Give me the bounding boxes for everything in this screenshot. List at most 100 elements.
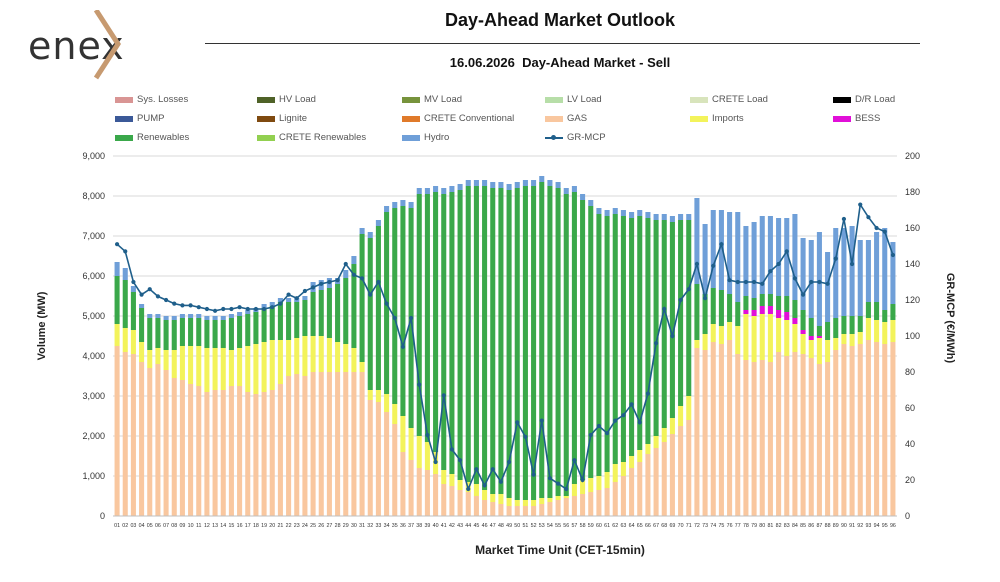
gr-mcp-point — [653, 341, 659, 346]
bar-renewables — [833, 318, 839, 338]
bar-renewables — [400, 206, 406, 416]
bar-hydro — [539, 176, 545, 182]
bar-renewables — [449, 192, 455, 474]
bar-renewables — [228, 318, 234, 350]
bar-hydro — [865, 240, 871, 302]
gr-mcp-point — [833, 256, 838, 261]
x-tick-label: 74 — [710, 523, 716, 529]
bar-imports — [498, 494, 504, 504]
gr-mcp-point — [629, 402, 634, 407]
bar-imports — [849, 334, 855, 346]
bar-gas — [204, 392, 210, 516]
bar-gas — [694, 348, 700, 516]
bar-imports — [767, 314, 773, 362]
bar-hydro — [441, 188, 447, 194]
bar-hydro — [694, 198, 700, 284]
bar-gas — [310, 372, 316, 516]
y-tick-label: 4,000 — [82, 351, 105, 361]
gr-mcp-point — [555, 481, 561, 486]
bar-imports — [171, 350, 177, 378]
gr-mcp-point — [490, 467, 495, 472]
bar-gas — [751, 362, 757, 516]
y2-tick-label: 40 — [905, 439, 915, 449]
bar-renewables — [375, 226, 381, 390]
gr-mcp-point — [523, 434, 528, 439]
gr-mcp-point — [678, 297, 683, 303]
bar-hydro — [433, 186, 439, 192]
x-tick-label: 52 — [531, 523, 537, 529]
bar-renewables — [277, 302, 283, 340]
bar-hydro — [571, 186, 577, 192]
bar-renewables — [767, 294, 773, 306]
bar-imports — [522, 500, 528, 506]
bar-imports — [882, 322, 888, 344]
bar-renewables — [147, 318, 153, 350]
gr-mcp-point — [286, 292, 291, 297]
bar-hydro — [596, 208, 602, 214]
bar-hydro — [114, 262, 120, 276]
x-tick-label: 54 — [547, 523, 553, 529]
bar-hydro — [228, 314, 234, 318]
bar-hydro — [825, 252, 831, 322]
y-tick-label: 1,000 — [82, 471, 105, 481]
bar-imports — [514, 500, 520, 506]
bar-imports — [351, 348, 357, 372]
bar-renewables — [188, 318, 194, 346]
bar-gas — [735, 354, 741, 516]
bar-imports — [800, 334, 806, 354]
legend-item-imports: Imports — [690, 113, 744, 124]
legend-swatch — [545, 134, 563, 142]
bar-gas — [392, 424, 398, 516]
gr-mcp-point — [474, 467, 479, 472]
bar-renewables — [808, 318, 814, 336]
x-tick-label: 55 — [555, 523, 561, 529]
bar-hydro — [212, 316, 218, 320]
gr-mcp-point — [637, 420, 642, 425]
x-tick-label: 04 — [139, 523, 145, 529]
bar-imports — [808, 340, 814, 358]
bar-hydro — [367, 232, 373, 238]
bar-hydro — [563, 188, 569, 194]
gr-mcp-point — [449, 447, 455, 452]
y-axis-title: Volume (MW) — [36, 291, 48, 361]
bar-imports — [343, 344, 349, 372]
bar-imports — [620, 462, 626, 476]
bar-imports — [375, 390, 381, 402]
gr-mcp-point — [180, 303, 185, 308]
x-tick-label: 29 — [343, 523, 349, 529]
bar-gas — [277, 384, 283, 516]
gr-mcp-point — [711, 263, 716, 268]
bar-renewables — [130, 292, 136, 330]
legend-swatch — [257, 96, 275, 103]
bar-hydro — [130, 286, 136, 292]
gr-mcp-point — [596, 423, 602, 429]
bar-gas — [122, 352, 128, 516]
x-tick-label: 19 — [261, 523, 267, 529]
bar-renewables — [179, 318, 185, 346]
gr-mcp-point — [621, 413, 626, 418]
bar-renewables — [539, 182, 545, 498]
x-tick-label: 78 — [743, 523, 749, 529]
gr-mcp-point — [253, 306, 259, 312]
bar-renewables — [343, 278, 349, 344]
bar-gas — [718, 344, 724, 516]
bar-gas — [612, 482, 618, 516]
bar-gas — [776, 352, 782, 516]
bar-imports — [155, 348, 161, 364]
gr-mcp-point — [327, 279, 332, 285]
bar-imports — [865, 318, 871, 340]
legend-item-renewables: Renewables — [115, 132, 189, 143]
bar-imports — [776, 318, 782, 352]
bar-renewables — [392, 208, 398, 404]
bar-imports — [482, 490, 488, 500]
legend-swatch — [257, 115, 275, 122]
bar-renewables — [857, 316, 863, 332]
bar-renewables — [800, 310, 806, 330]
gr-mcp-point — [221, 306, 226, 312]
x-tick-label: 20 — [269, 523, 275, 529]
x-tick-label: 15 — [228, 523, 234, 529]
gr-mcp-point — [294, 296, 299, 301]
bar-renewables — [204, 320, 210, 348]
bar-gas — [498, 504, 504, 516]
x-tick-label: 60 — [596, 523, 602, 529]
